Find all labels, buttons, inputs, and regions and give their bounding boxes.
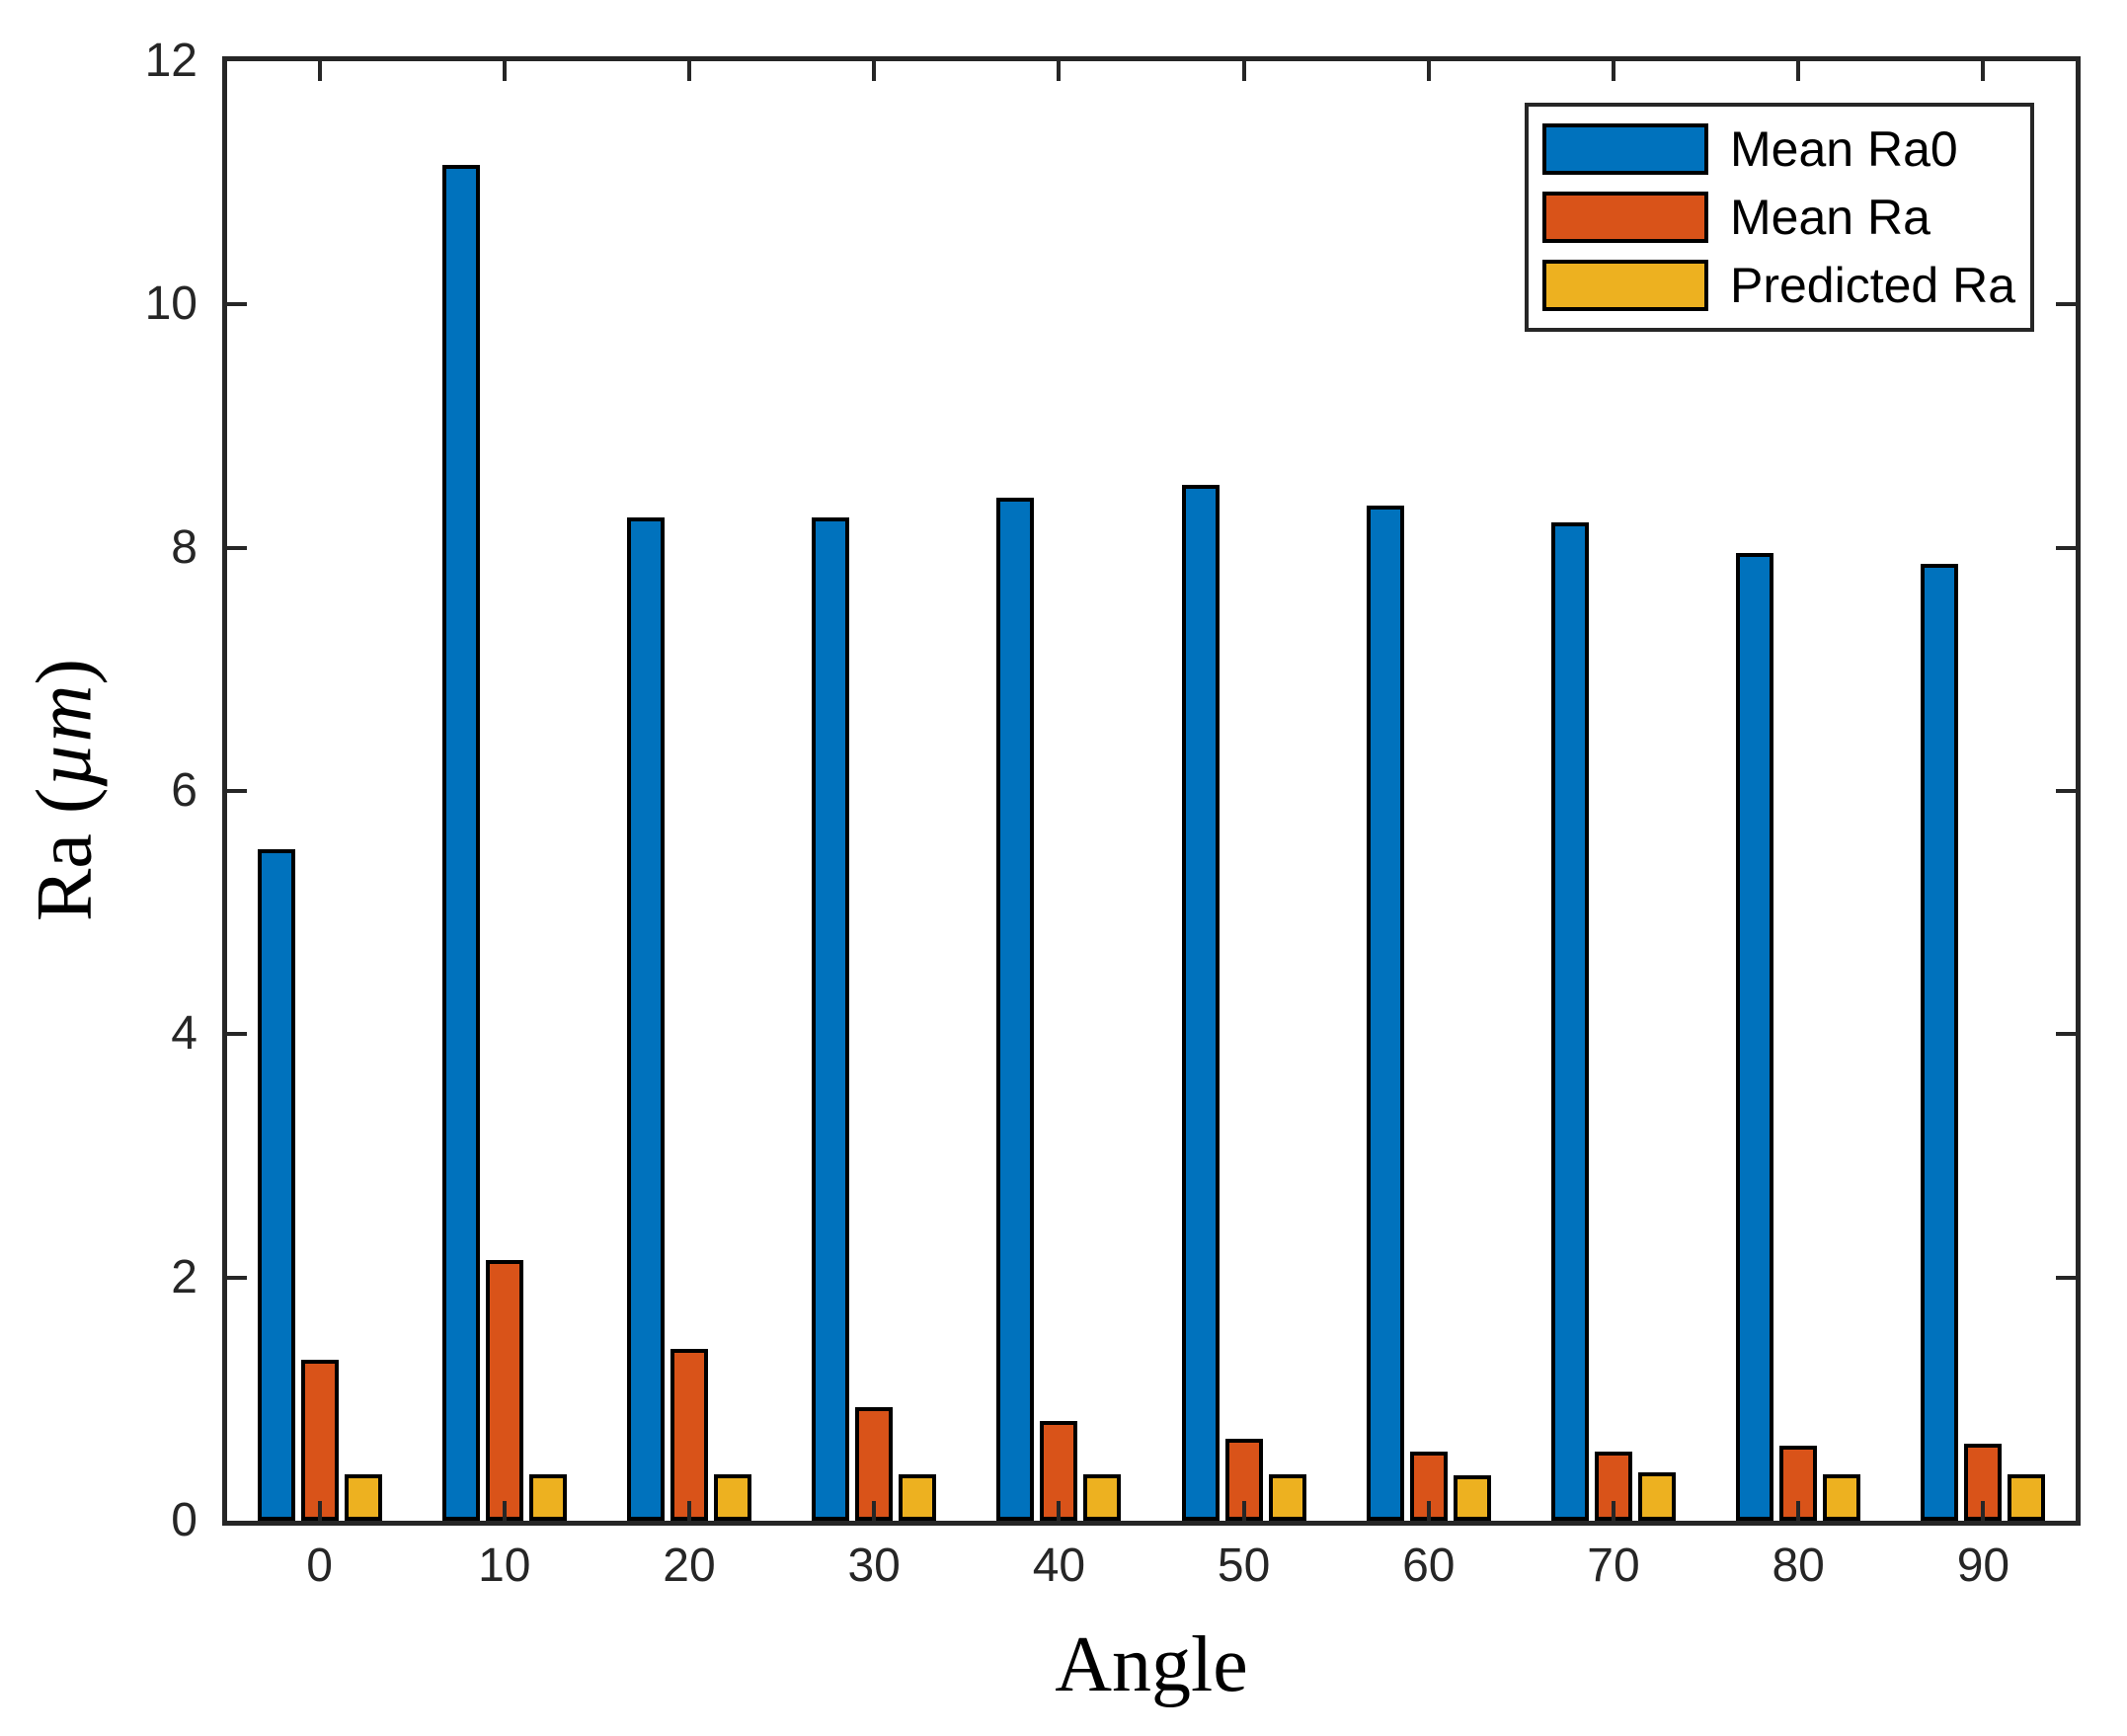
bar-mean-ra0-angle-90 xyxy=(1921,564,1959,1521)
bar-mean-ra0-angle-70 xyxy=(1551,522,1589,1521)
y-tick-label-10: 10 xyxy=(144,277,197,331)
bar-predicted-ra-angle-90 xyxy=(2008,1474,2046,1521)
bar-mean-ra0-angle-30 xyxy=(812,517,850,1521)
bar-mean-ra-angle-90 xyxy=(1964,1444,2003,1521)
y-tick-mark xyxy=(227,545,247,550)
x-tick-label-90: 90 xyxy=(1956,1539,2010,1592)
bar-predicted-ra-angle-80 xyxy=(1823,1474,1861,1521)
legend-item-mean-ra: Mean Ra xyxy=(1529,189,2030,245)
legend-label: Mean Ra xyxy=(1730,189,1930,245)
y-tick-mark xyxy=(227,1275,247,1280)
legend-swatch-mean-ra xyxy=(1542,191,1708,243)
y-tick-label-8: 8 xyxy=(171,520,197,574)
bar-predicted-ra-angle-60 xyxy=(1453,1475,1491,1521)
x-tick-label-80: 80 xyxy=(1772,1539,1825,1592)
x-tick-mark-bottom xyxy=(1057,1501,1062,1521)
y-tick-mark xyxy=(2056,302,2076,307)
y-tick-label-2: 2 xyxy=(171,1250,197,1303)
bar-predicted-ra-angle-30 xyxy=(899,1474,937,1521)
x-tick-label-30: 30 xyxy=(847,1539,901,1592)
x-tick-mark-bottom xyxy=(502,1501,507,1521)
x-tick-label-60: 60 xyxy=(1402,1539,1456,1592)
legend-swatch-mean-ra0 xyxy=(1542,122,1708,175)
y-axis-label-close: ) xyxy=(21,658,109,685)
legend-swatch-predicted-ra xyxy=(1542,260,1708,312)
x-tick-label-70: 70 xyxy=(1587,1539,1640,1592)
x-tick-mark-bottom xyxy=(317,1501,322,1521)
x-tick-mark-bottom xyxy=(1426,1501,1431,1521)
x-tick-label-0: 0 xyxy=(306,1539,333,1592)
y-tick-mark xyxy=(227,302,247,307)
bar-mean-ra-angle-0 xyxy=(300,1360,339,1521)
x-tick-label-40: 40 xyxy=(1032,1539,1086,1592)
x-tick-mark-bottom xyxy=(1981,1501,1986,1521)
y-tick-mark xyxy=(2056,1032,2076,1037)
bar-predicted-ra-angle-10 xyxy=(528,1474,567,1521)
bar-predicted-ra-angle-40 xyxy=(1083,1474,1122,1521)
x-tick-mark-bottom xyxy=(1796,1501,1801,1521)
bar-mean-ra0-angle-40 xyxy=(996,498,1035,1521)
y-tick-mark xyxy=(227,789,247,793)
y-tick-mark xyxy=(227,1032,247,1037)
bar-mean-ra0-angle-60 xyxy=(1366,506,1404,1521)
bar-mean-ra-angle-20 xyxy=(670,1349,708,1521)
bar-predicted-ra-angle-70 xyxy=(1638,1472,1676,1521)
y-tick-label-6: 6 xyxy=(171,764,197,817)
x-tick-mark-top xyxy=(317,61,322,81)
bar-predicted-ra-angle-0 xyxy=(344,1474,382,1521)
y-tick-label-0: 0 xyxy=(171,1494,197,1546)
x-tick-mark-bottom xyxy=(687,1501,691,1521)
bar-mean-ra0-angle-20 xyxy=(627,517,665,1521)
x-tick-mark-top xyxy=(1426,61,1431,81)
y-tick-mark xyxy=(2056,1275,2076,1280)
x-tick-mark-bottom xyxy=(1241,1501,1246,1521)
bar-predicted-ra-angle-50 xyxy=(1268,1474,1306,1521)
bar-mean-ra0-angle-10 xyxy=(441,165,480,1521)
x-tick-mark-bottom xyxy=(872,1501,877,1521)
x-tick-mark-top xyxy=(1241,61,1246,81)
legend-item-mean-ra0: Mean Ra0 xyxy=(1529,120,2030,177)
legend: Mean Ra0 Mean Ra Predicted Ra xyxy=(1525,103,2034,332)
bar-mean-ra0-angle-0 xyxy=(257,849,295,1521)
y-tick-label-4: 4 xyxy=(171,1007,197,1061)
legend-label: Predicted Ra xyxy=(1730,258,2016,314)
x-tick-mark-bottom xyxy=(1612,1501,1615,1521)
x-tick-mark-top xyxy=(1057,61,1062,81)
x-tick-mark-top xyxy=(502,61,507,81)
bar-mean-ra0-angle-50 xyxy=(1181,485,1220,1521)
legend-item-predicted-ra: Predicted Ra xyxy=(1529,258,2030,314)
x-tick-label-50: 50 xyxy=(1217,1539,1271,1592)
bar-mean-ra0-angle-80 xyxy=(1736,553,1774,1521)
bar-mean-ra-angle-10 xyxy=(485,1260,523,1521)
legend-label: Mean Ra0 xyxy=(1730,120,1958,177)
x-tick-mark-top xyxy=(687,61,691,81)
y-tick-mark xyxy=(2056,789,2076,793)
x-tick-mark-top xyxy=(1981,61,1986,81)
y-tick-label-12: 12 xyxy=(144,35,197,87)
x-tick-mark-top xyxy=(1612,61,1615,81)
bar-predicted-ra-angle-20 xyxy=(714,1474,751,1521)
x-tick-label-20: 20 xyxy=(663,1539,716,1592)
x-tick-mark-top xyxy=(1796,61,1801,81)
x-axis-label: Angle xyxy=(1055,1621,1248,1708)
plot-area: Mean Ra0 Mean Ra Predicted Ra xyxy=(222,56,2081,1526)
y-tick-mark xyxy=(2056,545,2076,550)
x-tick-mark-top xyxy=(872,61,877,81)
x-tick-label-10: 10 xyxy=(478,1539,531,1592)
